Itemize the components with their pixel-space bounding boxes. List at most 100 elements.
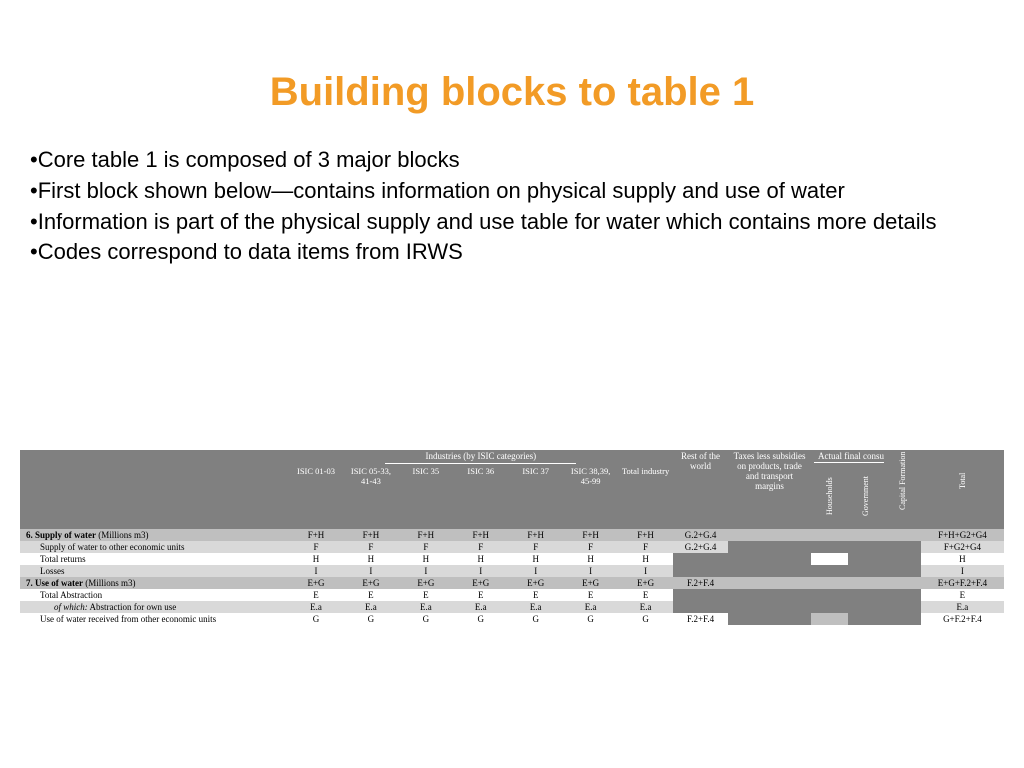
data-cell: G — [343, 613, 398, 625]
data-cell: E+G — [289, 577, 344, 589]
data-cell — [848, 565, 885, 577]
data-cell: F+H+G2+G4 — [921, 529, 1004, 541]
data-cell: E — [398, 589, 453, 601]
data-cell: F — [563, 541, 618, 553]
col-total: Total — [921, 450, 1004, 529]
col-isic05: ISIC 05-33, 41-43 — [343, 465, 398, 529]
data-cell: E — [563, 589, 618, 601]
data-cell: G — [289, 613, 344, 625]
data-cell — [673, 589, 728, 601]
bullet-item: •Codes correspond to data items from IRW… — [30, 237, 994, 268]
data-cell: H — [343, 553, 398, 565]
row-label: 7. Use of water (Millions m3) — [20, 577, 289, 589]
table-row: of which: Abstraction for own useE.aE.aE… — [20, 601, 1004, 613]
data-cell: E+G — [453, 577, 508, 589]
data-cell: F+H — [508, 529, 563, 541]
row-label: Supply of water to other economic units — [20, 541, 289, 553]
table-row: Supply of water to other economic units F… — [20, 541, 1004, 553]
slide-title: Building blocks to table 1 — [30, 70, 994, 115]
data-cell: E+G — [343, 577, 398, 589]
data-cell: G+F.2+F.4 — [921, 613, 1004, 625]
data-cell — [884, 541, 921, 553]
table-header: Industries (by ISIC categories) Rest of … — [20, 450, 1004, 529]
data-cell: H — [563, 553, 618, 565]
data-cell: G.2+G.4 — [673, 541, 728, 553]
bullet-text: Codes correspond to data items from IRWS — [38, 239, 463, 264]
table-row: Total AbstractionEEEEEEEE — [20, 589, 1004, 601]
data-cell — [884, 565, 921, 577]
col-households: Households — [811, 465, 848, 529]
data-cell: F+H — [398, 529, 453, 541]
data-cell — [673, 565, 728, 577]
data-cell — [811, 613, 848, 625]
data-cell: E.a — [398, 601, 453, 613]
data-cell: E — [921, 589, 1004, 601]
data-table: Industries (by ISIC categories) Rest of … — [20, 450, 1004, 625]
data-cell: I — [618, 565, 673, 577]
data-cell — [811, 577, 848, 589]
data-cell — [728, 553, 811, 565]
data-cell: E+G — [563, 577, 618, 589]
col-group-industries: Industries (by ISIC categories) — [289, 450, 674, 465]
col-total-industry: Total industry — [618, 465, 673, 529]
col-capital: Capital Formation — [884, 450, 921, 529]
data-cell: F.2+F.4 — [673, 613, 728, 625]
data-cell — [884, 613, 921, 625]
data-cell — [728, 613, 811, 625]
data-cell: H — [618, 553, 673, 565]
data-cell: E.a — [618, 601, 673, 613]
col-isic36: ISIC 36 — [453, 465, 508, 529]
row-label: 6. Supply of water (Millions m3) — [20, 529, 289, 541]
col-isic01: ISIC 01-03 — [289, 465, 344, 529]
data-cell — [884, 529, 921, 541]
data-cell: E+G — [398, 577, 453, 589]
data-cell: I — [398, 565, 453, 577]
data-cell: F+H — [453, 529, 508, 541]
data-cell — [811, 565, 848, 577]
data-cell — [884, 589, 921, 601]
data-cell — [884, 553, 921, 565]
table-row: Total returnsHHHHHHHH — [20, 553, 1004, 565]
data-cell: F — [343, 541, 398, 553]
bullet-list: •Core table 1 is composed of 3 major blo… — [30, 145, 994, 268]
col-isic38: ISIC 38,39, 45-99 — [563, 465, 618, 529]
data-cell: F+H — [289, 529, 344, 541]
data-cell — [848, 601, 885, 613]
data-cell: E — [453, 589, 508, 601]
data-cell: G.2+G.4 — [673, 529, 728, 541]
data-cell: I — [343, 565, 398, 577]
data-cell: G — [563, 613, 618, 625]
data-cell: E — [289, 589, 344, 601]
data-cell: F — [453, 541, 508, 553]
data-cell: E — [508, 589, 563, 601]
row-label: Losses — [20, 565, 289, 577]
data-cell — [811, 529, 848, 541]
data-cell: E+G+F.2+F.4 — [921, 577, 1004, 589]
data-cell: E+G — [618, 577, 673, 589]
data-cell: F+G2+G4 — [921, 541, 1004, 553]
table-row: 6. Supply of water (Millions m3)F+HF+HF+… — [20, 529, 1004, 541]
row-label: Total Abstraction — [20, 589, 289, 601]
data-cell: G — [453, 613, 508, 625]
data-cell — [884, 577, 921, 589]
data-cell — [728, 529, 811, 541]
data-cell: F — [508, 541, 563, 553]
data-cell: E.a — [921, 601, 1004, 613]
bullet-item: •Core table 1 is composed of 3 major blo… — [30, 145, 994, 176]
data-cell: I — [289, 565, 344, 577]
bullet-text: First block shown below—contains informa… — [38, 178, 845, 203]
data-cell: F+H — [618, 529, 673, 541]
data-cell: F — [398, 541, 453, 553]
col-government: Government — [848, 465, 885, 529]
data-cell — [848, 541, 885, 553]
data-cell: E+G — [508, 577, 563, 589]
data-cell: H — [289, 553, 344, 565]
data-cell: E.a — [343, 601, 398, 613]
table-row: Use of water received from other economi… — [20, 613, 1004, 625]
data-cell — [848, 553, 885, 565]
col-isic37: ISIC 37 — [508, 465, 563, 529]
data-cell: E.a — [508, 601, 563, 613]
water-table: Industries (by ISIC categories) Rest of … — [20, 450, 1004, 625]
bullet-text: Core table 1 is composed of 3 major bloc… — [38, 147, 460, 172]
bullet-item: •Information is part of the physical sup… — [30, 207, 994, 238]
